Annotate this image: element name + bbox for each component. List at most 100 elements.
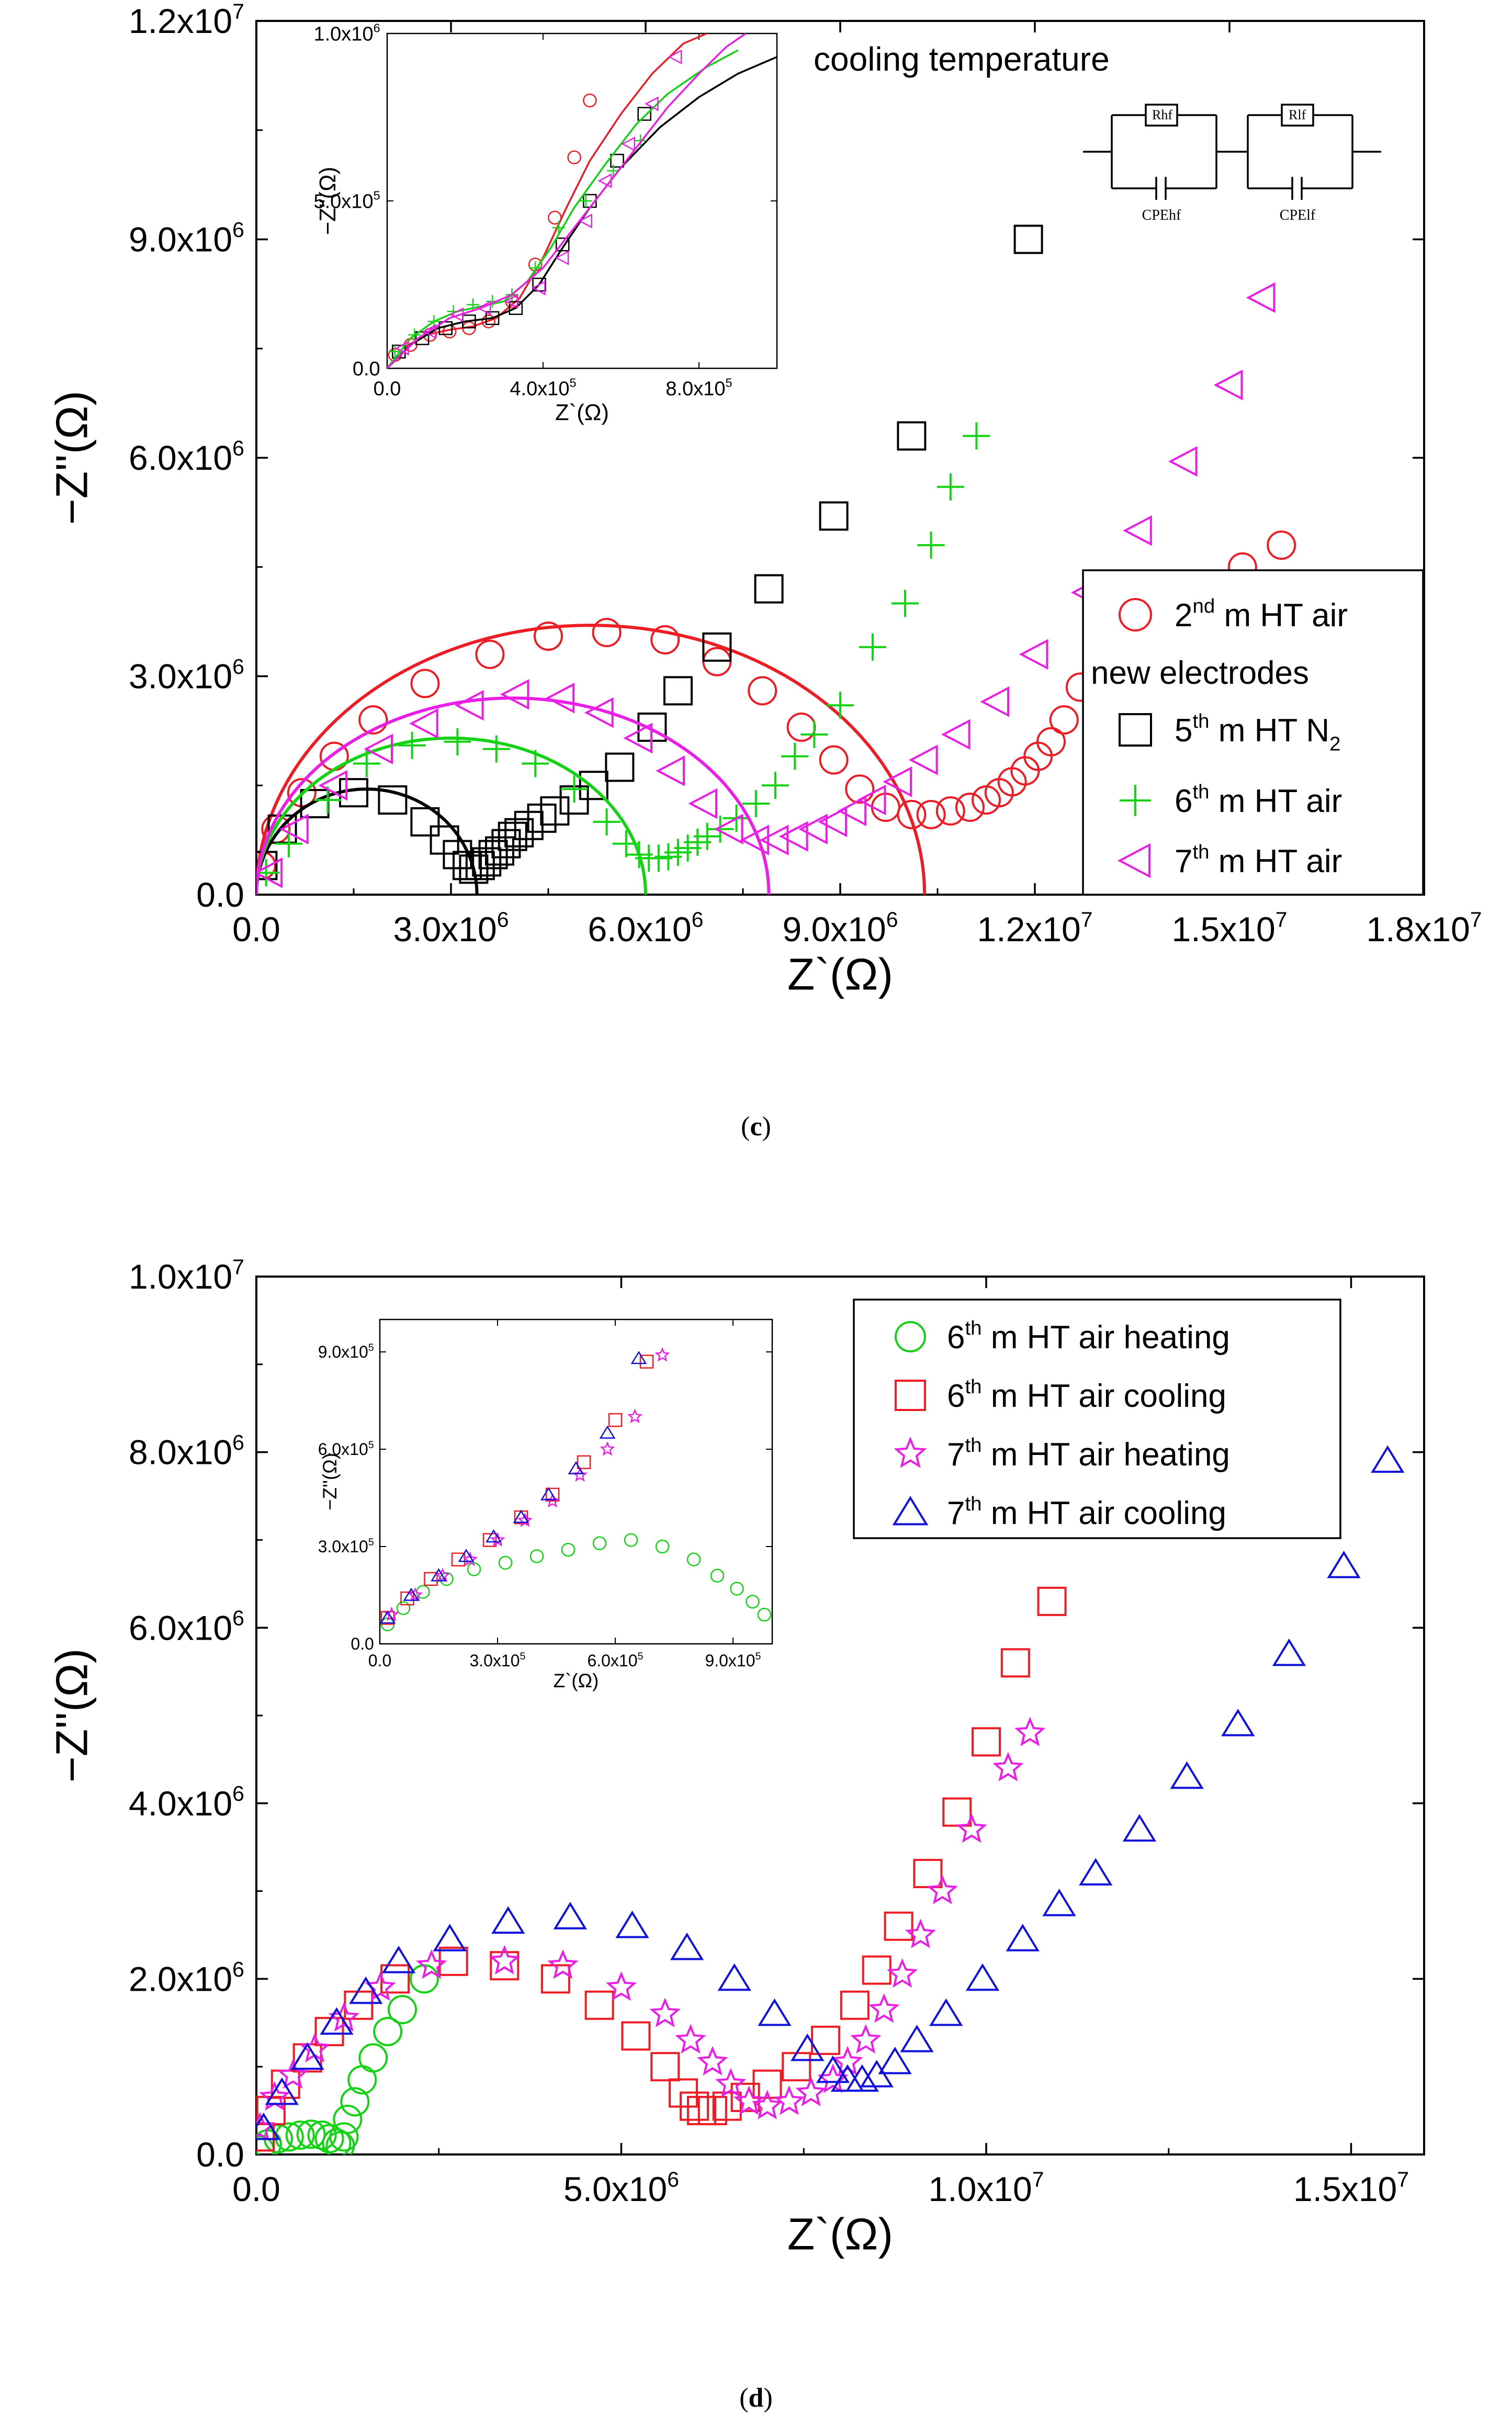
data-point	[972, 1727, 1001, 1757]
data-point	[285, 2120, 315, 2150]
data-point	[630, 1351, 647, 1364]
y-tick-label-sup: 5	[368, 1537, 374, 1548]
x-tick-label: 6.0x105	[587, 1651, 643, 1670]
data-point	[578, 213, 592, 229]
data-point	[547, 1949, 579, 1979]
data-point	[816, 2055, 850, 2083]
legend-label-rest: m HT air cooling	[982, 1378, 1226, 1414]
legend-label-sup: th	[965, 1434, 981, 1457]
y-tick-label-sup: 6	[232, 436, 244, 460]
x-tick-label: 1.2x107	[977, 907, 1093, 949]
data-point	[349, 1976, 383, 2004]
resistor-hf	[1145, 104, 1178, 127]
legend-label-rest: m HT air heating	[982, 1437, 1230, 1473]
x-tick-label: 0.0	[368, 1651, 391, 1670]
data-point	[256, 2112, 281, 2140]
data-point	[612, 830, 640, 857]
y-tick-label-sup: 6	[232, 1781, 244, 1806]
data-point	[663, 676, 693, 706]
data-point	[935, 796, 965, 826]
x-tick-label-base: 4.0x10	[510, 378, 569, 400]
data-point	[353, 750, 380, 777]
y-tick-label-sup: 6	[374, 21, 380, 35]
data-point	[584, 1990, 614, 2020]
data-point	[592, 1536, 607, 1551]
y-tick-label-base: 9.0x10	[129, 220, 232, 259]
x-tick-label-sup: 6	[497, 907, 509, 931]
data-point	[531, 280, 546, 296]
data-point	[798, 814, 828, 845]
x-tick-label: 3.0x105	[469, 1651, 525, 1670]
data-point	[1267, 531, 1296, 560]
y-tick-label-base: 9.0x10	[318, 1342, 368, 1361]
y-tick-label-sup: 6	[232, 655, 244, 679]
data-point	[757, 1607, 772, 1622]
data-point	[941, 719, 971, 750]
data-point	[1122, 1814, 1157, 1842]
x-tick-label-sup: 7	[1032, 2167, 1044, 2191]
y-tick-label-base: 4.0x10	[129, 1784, 232, 1823]
data-point	[439, 1572, 454, 1586]
fit-line	[256, 624, 927, 895]
x-tick-label-sup: 7	[1276, 907, 1288, 931]
data-point	[965, 1963, 1000, 1991]
fit-line	[256, 736, 647, 895]
x-tick-label-base: 0.0	[368, 1651, 391, 1670]
y-tick-label-base: 1.0x10	[129, 1257, 232, 1296]
data-point	[878, 2046, 912, 2074]
rlf-label: Rlf	[1289, 107, 1306, 122]
data-point	[929, 1998, 963, 2026]
data-point	[637, 107, 651, 121]
data-point	[936, 473, 964, 501]
data-point	[314, 786, 342, 814]
equivalent-circuit	[1083, 104, 1381, 200]
y-tick-label: 4.0x106	[129, 1781, 244, 1823]
data-point	[956, 1813, 987, 1843]
data-point	[1123, 515, 1152, 546]
x-tick-label-sup: 6	[692, 907, 704, 931]
data-point	[680, 2091, 709, 2121]
series-7th-m-ht-air-cooling	[256, 1445, 1405, 2140]
x-tick-label: 0.0	[374, 378, 401, 400]
y-axis-title: −Z''(Ω)	[47, 1649, 97, 1783]
data-point	[1246, 282, 1276, 313]
y-axis-title: −Z''(Ω)	[319, 1453, 341, 1510]
data-point	[639, 1355, 654, 1369]
data-point	[655, 1539, 670, 1554]
chart-c-inset: 0.0 4.0x105 8.0x1050.05.0x1051.0x106Z`(Ω)−…	[313, 21, 778, 425]
data-point	[583, 93, 597, 108]
x-axis-title: Z`(Ω)	[787, 2209, 893, 2260]
data-point	[837, 795, 867, 827]
data-point	[773, 2085, 805, 2115]
data-point	[1037, 1586, 1067, 1616]
data-point	[778, 821, 808, 852]
data-point	[275, 830, 302, 857]
x-tick-label: 0.0	[232, 910, 280, 949]
data-point	[811, 2025, 841, 2055]
y-tick-label-base: 6.0x10	[129, 438, 232, 477]
legend-label: 6th m HT air	[1175, 781, 1342, 819]
series-7th-m-ht-air	[256, 282, 1276, 895]
data-point	[908, 744, 938, 775]
y-tick-label: 6.0x106	[129, 1606, 244, 1648]
legend-label-base: 6	[947, 1319, 965, 1356]
y-tick-label: 6.0x105	[318, 1439, 374, 1459]
data-point	[742, 790, 770, 818]
x-tick-label-base: 6.0x10	[588, 910, 692, 949]
x-tick-label-sup: 7	[1470, 907, 1482, 931]
data-point	[380, 1610, 396, 1624]
x-tick-label: 3.0x106	[393, 907, 509, 949]
legend-label-rest: m HT air	[1210, 783, 1342, 819]
legend-marker	[1119, 598, 1152, 631]
x-tick-label-sup: 6	[667, 2167, 679, 2191]
x-tick-label-base: 9.0x10	[705, 1651, 755, 1670]
data-point	[307, 2120, 337, 2150]
legend-label-sup: th	[1192, 781, 1209, 803]
x-tick-label-base: 5.0x10	[563, 2170, 667, 2208]
data-point	[545, 1487, 560, 1502]
data-point	[318, 770, 348, 801]
data-point	[1168, 446, 1198, 477]
x-tick-label: 9.0x105	[705, 1651, 761, 1670]
x-tick-label-base: 1.5x10	[1172, 910, 1276, 949]
